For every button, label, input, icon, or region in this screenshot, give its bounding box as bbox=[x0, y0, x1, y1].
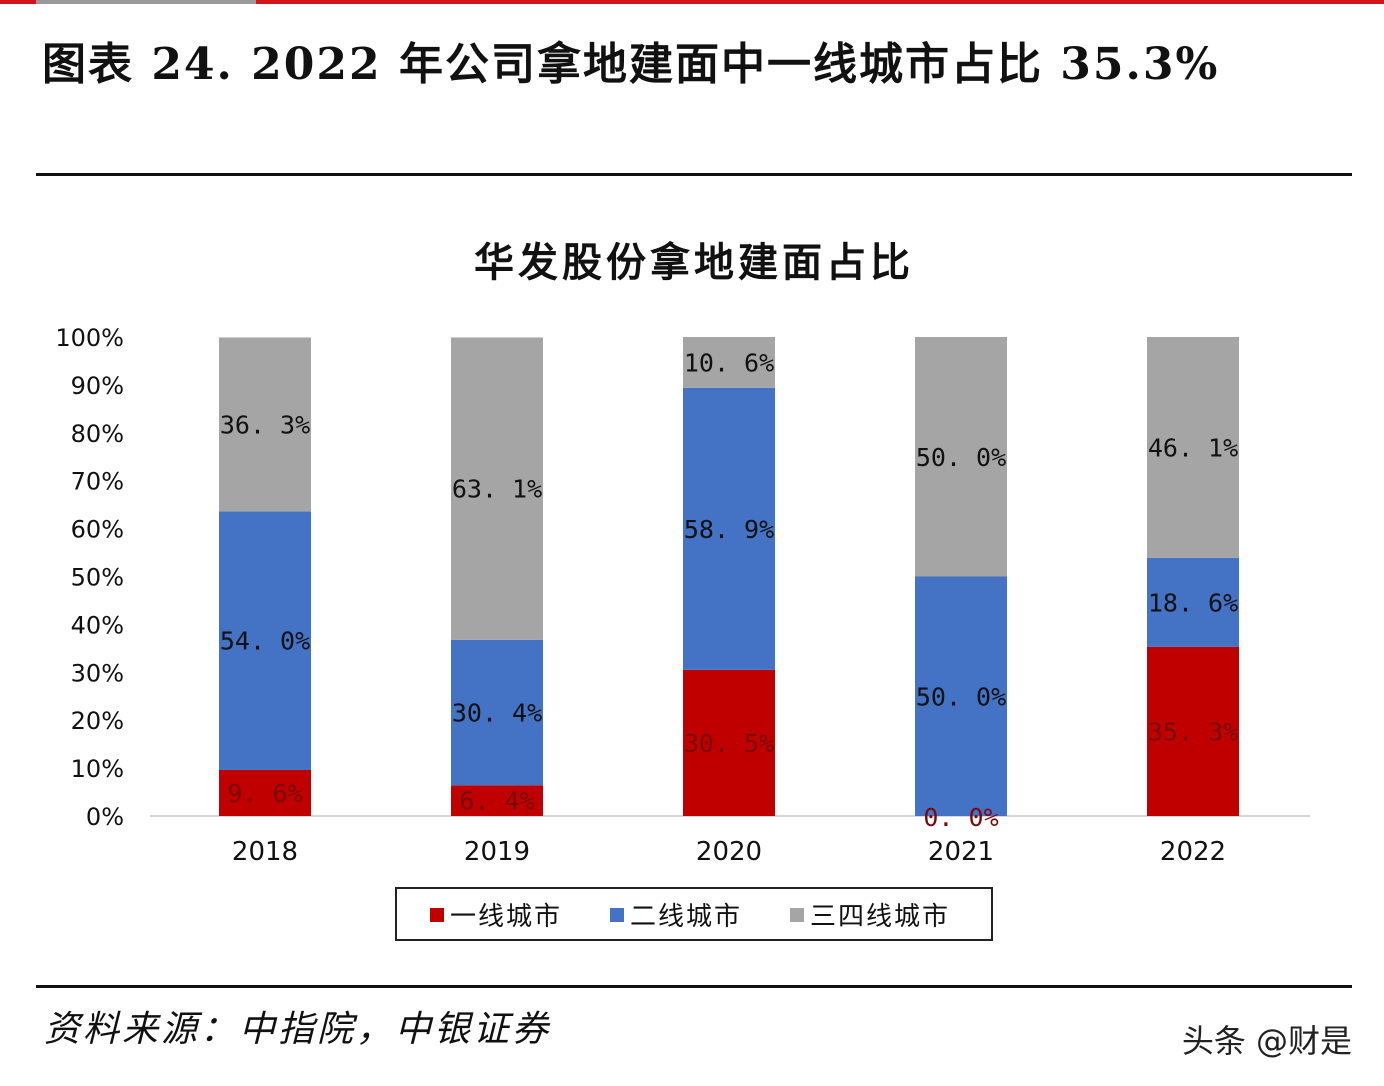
data-label: 50. 0% bbox=[916, 443, 1006, 472]
top-accent-bar bbox=[0, 0, 1384, 4]
x-tick-label: 2019 bbox=[464, 837, 530, 867]
bar-segment bbox=[451, 639, 543, 786]
bar-segment bbox=[219, 337, 311, 512]
y-tick-label: 20% bbox=[71, 707, 124, 735]
legend-label: 二线城市 bbox=[630, 902, 742, 932]
legend: 一线城市 二线城市 三四线城市 bbox=[395, 887, 993, 941]
stacked-bar-chart: 华发股份拿地建面占比 0% 10% 20% 30% 40% 50% 60% 70% 80% 90%… bbox=[55, 239, 1310, 941]
legend-frame bbox=[395, 887, 993, 941]
bar-segment bbox=[451, 337, 543, 640]
legend-swatch bbox=[610, 908, 624, 922]
legend-label: 一线城市 bbox=[450, 902, 562, 932]
bar-segment bbox=[683, 387, 775, 670]
y-tick-label: 70% bbox=[71, 468, 124, 496]
legend-swatch bbox=[430, 908, 444, 922]
bar-segment bbox=[219, 511, 311, 771]
data-label: 0. 0% bbox=[923, 803, 998, 832]
bar-segment bbox=[1147, 557, 1239, 647]
bar-segment bbox=[683, 669, 775, 816]
data-label: 46. 1% bbox=[1148, 433, 1238, 462]
bar-segment bbox=[1147, 646, 1239, 816]
data-label: 10. 6% bbox=[684, 348, 774, 377]
data-label: 58. 9% bbox=[684, 515, 774, 544]
source-note: 资料来源：中指院，中银证券 bbox=[44, 1009, 552, 1050]
figure-title: 图表 24. 2022 年公司拿地建面中一线城市占比 35.3% bbox=[42, 39, 1220, 90]
y-tick-label: 50% bbox=[71, 564, 124, 592]
legend-swatch bbox=[790, 908, 804, 922]
bar-segment bbox=[451, 785, 543, 816]
data-label: 6. 4% bbox=[459, 787, 534, 816]
data-labels-layer: 9. 6% 54. 0% 36. 3% 6. 4% 30. 4% 63. 1% 30. 5%… bbox=[220, 348, 1238, 832]
y-tick-label: 90% bbox=[71, 372, 124, 400]
data-label: 18. 6% bbox=[1148, 588, 1238, 617]
source-divider bbox=[36, 985, 1352, 988]
top-accent-bar-gray bbox=[36, 0, 256, 4]
bar-segment bbox=[915, 337, 1007, 577]
data-label: 30. 4% bbox=[452, 699, 542, 728]
bar-segment bbox=[915, 576, 1007, 816]
bars-layer bbox=[219, 337, 1239, 816]
data-label: 30. 5% bbox=[684, 729, 774, 758]
y-tick-label: 0% bbox=[86, 803, 124, 831]
x-tick-label: 2021 bbox=[928, 837, 994, 867]
x-tick-label: 2022 bbox=[1160, 837, 1226, 867]
x-axis-labels: 2018 2019 2020 2021 2022 bbox=[232, 837, 1226, 867]
y-tick-label: 30% bbox=[71, 659, 124, 687]
legend-label: 三四线城市 bbox=[810, 902, 950, 932]
title-divider bbox=[36, 173, 1352, 176]
data-label: 9. 6% bbox=[227, 779, 302, 808]
data-label: 35. 3% bbox=[1148, 717, 1238, 746]
data-label: 63. 1% bbox=[452, 475, 542, 504]
y-tick-label: 60% bbox=[71, 516, 124, 544]
bar-segment bbox=[219, 770, 311, 816]
y-tick-label: 10% bbox=[71, 755, 124, 783]
chart-title: 华发股份拿地建面占比 bbox=[474, 239, 914, 286]
y-axis: 0% 10% 20% 30% 40% 50% 60% 70% 80% 90% 100% bbox=[55, 324, 124, 831]
bar-segment bbox=[683, 337, 775, 388]
watermark: 头条 @财是 bbox=[1181, 1022, 1352, 1060]
bar-segment bbox=[1147, 337, 1239, 558]
data-label: 54. 0% bbox=[220, 627, 310, 656]
x-tick-label: 2020 bbox=[696, 837, 762, 867]
data-label: 36. 3% bbox=[220, 410, 310, 439]
y-tick-label: 100% bbox=[55, 324, 124, 352]
x-tick-label: 2018 bbox=[232, 837, 298, 867]
y-tick-label: 80% bbox=[71, 420, 124, 448]
data-label: 50. 0% bbox=[916, 682, 1006, 711]
y-tick-label: 40% bbox=[71, 611, 124, 639]
